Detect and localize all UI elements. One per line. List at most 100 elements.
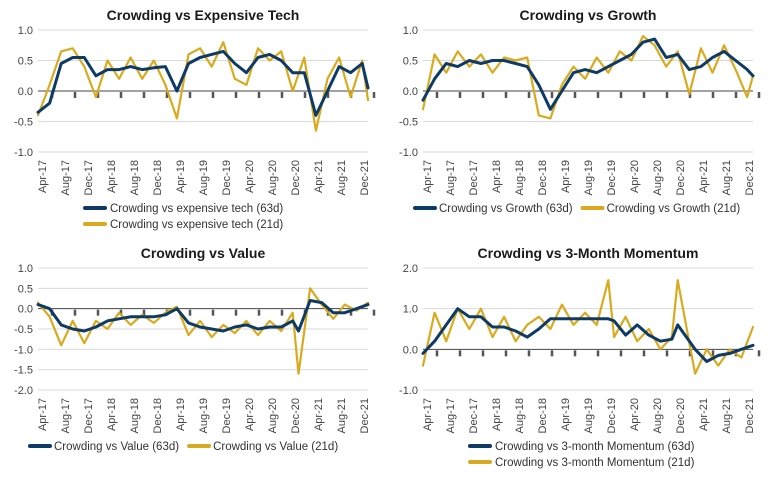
chart-canvas: Crowding vs 3-Month Momentum 2.0 1.0 0.0 -1.…	[399, 245, 761, 469]
x-tick-label: Apr-21	[313, 398, 325, 431]
x-tick-label: Apr-21	[698, 398, 710, 431]
x-tick-label: Dec-18	[537, 160, 549, 195]
x-tick-label: Dec-21	[744, 160, 756, 195]
x-tick-label: Aug-20	[267, 160, 279, 195]
y-tick-label: 1.0	[18, 25, 33, 37]
chart-panel-momentum: Crowding vs 3-Month Momentum 2.0 1.0 0.0 -1.…	[385, 238, 770, 477]
y-tick-label: -1.0	[14, 147, 33, 159]
y-tick-label: -1.5	[14, 365, 33, 377]
x-tick-label: Aug-17	[60, 160, 72, 195]
legend-label: Crowding vs 3-month Momentum (21d)	[495, 457, 695, 469]
x-tick-label: Dec-19	[606, 398, 618, 433]
x-tick-label: Dec-17	[468, 398, 480, 433]
series-line-63d	[36, 299, 370, 333]
x-tick-label: Aug-18	[514, 160, 526, 195]
x-tick-label: Apr-18	[491, 160, 503, 193]
x-tick-label: Aug-19	[583, 160, 595, 195]
x-tick-label: Aug-18	[129, 398, 141, 433]
y-tick-label: 0.5	[18, 56, 33, 68]
x-tick-label: Apr-17	[37, 160, 49, 193]
y-tick-label: -1.0	[14, 344, 33, 356]
y-tick-label: -0.5	[399, 117, 418, 129]
x-tick-label: Apr-17	[37, 398, 49, 431]
x-tick-label: Aug-17	[60, 398, 72, 433]
x-tick-label: Dec-18	[537, 398, 549, 433]
x-tick-label: Aug-21	[721, 398, 733, 433]
x-tick-label: Apr-20	[244, 160, 256, 193]
x-tick-label: Apr-17	[422, 398, 434, 431]
x-tick-label: Dec-19	[606, 160, 618, 195]
chart-title: Crowding vs 3-Month Momentum	[478, 245, 699, 261]
legend-label: Crowding vs 3-month Momentum (63d)	[495, 441, 695, 453]
x-tick-label: Apr-20	[629, 160, 641, 193]
series-line-63d	[36, 49, 370, 117]
x-tick-label: Apr-19	[175, 160, 187, 193]
x-tick-label: Dec-19	[221, 160, 233, 195]
y-tick-label: 1.0	[403, 304, 418, 316]
x-tick-label: Aug-21	[336, 398, 348, 433]
legend-label: Crowding vs Growth (63d)	[439, 203, 573, 215]
x-tick-label: Dec-20	[675, 398, 687, 433]
x-tick-label: Dec-21	[359, 398, 371, 433]
y-tick-label: -1.0	[399, 147, 418, 159]
y-tick-label: 0.0	[18, 304, 33, 316]
x-tick-label: Dec-17	[83, 160, 95, 195]
x-tick-label: Apr-20	[244, 398, 256, 431]
chart-canvas: Crowding vs Growth 1.0 0.5 0.0 -0.5 -1.0 Apr-1…	[399, 7, 761, 215]
x-tick-label: Dec-21	[359, 160, 371, 195]
x-tick-label: Aug-18	[514, 398, 526, 433]
x-tick-label: Apr-19	[560, 398, 572, 431]
y-tick-label: 1.0	[403, 25, 418, 37]
chart-panel-expensive-tech: Crowding vs Expensive Tech 1.0 0.5 0.0 -0.5 -…	[0, 0, 385, 240]
y-tick-label: 0.0	[18, 86, 33, 98]
legend-label: Crowding vs Value (21d)	[213, 441, 338, 453]
legend-label: Crowding vs expensive tech (63d)	[110, 203, 283, 215]
x-tick-label: Apr-21	[698, 160, 710, 193]
x-tick-label: Dec-20	[675, 160, 687, 195]
chart-canvas: Crowding vs Expensive Tech 1.0 0.5 0.0 -0.5 -…	[14, 7, 376, 231]
x-tick-label: Aug-17	[445, 160, 457, 195]
x-tick-label: Dec-18	[152, 160, 164, 195]
y-tick-label: -2.0	[14, 385, 33, 397]
y-tick-label: 0.0	[403, 86, 418, 98]
x-tick-label: Apr-18	[491, 398, 503, 431]
chart-title: Crowding vs Growth	[520, 7, 657, 23]
x-tick-label: Apr-19	[175, 398, 187, 431]
x-tick-label: Aug-19	[583, 398, 595, 433]
x-tick-label: Apr-21	[313, 160, 325, 193]
x-tick-label: Aug-20	[267, 398, 279, 433]
chart-panel-growth: Crowding vs Growth 1.0 0.5 0.0 -0.5 -1.0 Apr-1…	[385, 0, 770, 240]
y-tick-label: 0.5	[403, 56, 418, 68]
y-tick-label: -0.5	[14, 117, 33, 129]
x-tick-label: Aug-21	[336, 160, 348, 195]
x-tick-label: Dec-18	[152, 398, 164, 433]
series-line-21d	[421, 34, 755, 120]
legend-label: Crowding vs Value (63d)	[54, 441, 179, 453]
series-line-63d	[421, 37, 755, 111]
x-tick-label: Aug-21	[721, 160, 733, 195]
x-tick-label: Aug-19	[198, 160, 210, 195]
x-tick-label: Dec-20	[290, 398, 302, 433]
x-tick-label: Dec-20	[290, 160, 302, 195]
x-tick-label: Apr-20	[629, 398, 641, 431]
y-tick-label: 0.5	[18, 283, 33, 295]
x-tick-label: Aug-20	[652, 160, 664, 195]
y-tick-label: 0.0	[403, 344, 418, 356]
y-tick-label: -1.0	[399, 385, 418, 397]
chart-title: Crowding vs Expensive Tech	[107, 7, 300, 23]
y-tick-label: 1.0	[18, 263, 33, 275]
x-tick-label: Dec-19	[221, 398, 233, 433]
chart-title: Crowding vs Value	[141, 245, 266, 261]
x-tick-label: Apr-19	[560, 160, 572, 193]
legend-label: Crowding vs expensive tech (21d)	[110, 219, 283, 231]
chart-canvas: Crowding vs Value 1.0 0.5 0.0 -0.5 -1.0 -1.5 -2…	[14, 245, 376, 453]
x-tick-label: Apr-18	[106, 398, 118, 431]
series-line-63d	[421, 307, 755, 363]
x-tick-label: Aug-19	[198, 398, 210, 433]
x-tick-label: Dec-21	[744, 398, 756, 433]
x-tick-label: Dec-17	[83, 398, 95, 433]
x-tick-label: Aug-18	[129, 160, 141, 195]
x-tick-label: Dec-17	[468, 160, 480, 195]
x-tick-label: Aug-20	[652, 398, 664, 433]
x-tick-label: Apr-18	[106, 160, 118, 193]
